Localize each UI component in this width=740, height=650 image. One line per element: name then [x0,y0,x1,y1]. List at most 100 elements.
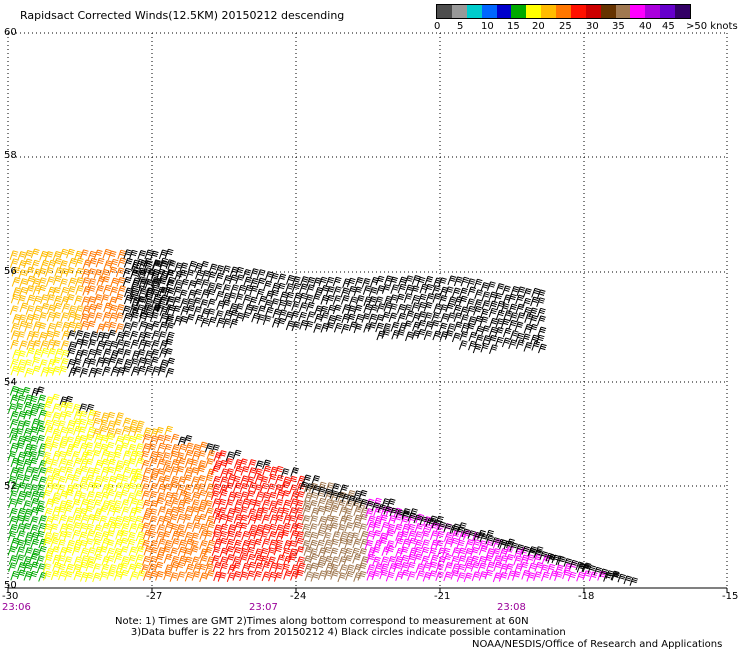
wind-barb [150,356,159,367]
wind-barb [96,323,106,334]
wind-barb [235,303,244,313]
wind-barb [203,500,213,510]
wind-barb [156,531,165,542]
wind-barb [72,313,82,324]
wind-barb [502,327,512,338]
wind-barb [339,484,349,495]
scale-label: 30 [586,21,599,32]
wind-barb [407,553,416,564]
wind-barb [175,452,185,462]
wind-barb [262,465,272,476]
wind-barb [443,523,452,532]
wind-barb [391,329,401,340]
wind-barb [269,272,279,283]
wind-barb [215,290,225,301]
wind-barb [60,340,70,350]
wind-barb [79,458,89,469]
wind-barb [129,498,138,508]
wind-barb [142,529,152,540]
wind-barb [295,537,304,548]
wind-barb [73,250,83,261]
wind-barb [51,366,61,376]
wind-barb [383,505,392,515]
wind-barb [302,505,312,516]
wind-barb [366,553,376,564]
wind-barb [170,498,180,508]
wind-barb [156,515,166,526]
wind-barb [105,441,115,452]
wind-barb [282,476,291,487]
wind-barb [353,497,362,506]
wind-barb [30,474,40,485]
wind-barb [107,321,117,332]
wind-barb [82,357,91,368]
wind-barb [399,531,409,541]
wind-barb [129,468,138,479]
wind-barb [428,547,438,558]
wind-barb [81,277,91,287]
wind-barb [85,403,95,414]
wind-barb [185,538,194,549]
wind-barb [533,554,542,564]
wind-barb [101,522,110,533]
wind-barb [485,529,495,540]
wind-barb [57,506,67,517]
wind-barb [249,305,259,315]
wind-barb [324,514,334,525]
wind-barb [28,451,38,461]
wind-barb [124,287,133,298]
wind-barb [521,545,530,555]
wind-barb [178,315,188,326]
wind-barb [122,305,131,316]
wind-barb [64,523,74,534]
wind-barb [73,295,83,306]
wind-barb [398,276,407,287]
wind-barb [38,572,48,582]
wind-barb [59,358,69,368]
wind-barb [144,322,153,333]
wind-barb [134,554,144,565]
wind-barb [99,443,109,454]
wind-barb [222,275,232,285]
wind-barb [291,321,301,332]
wind-barb [148,473,158,484]
wind-barb [222,318,232,329]
wind-barb [269,514,279,524]
wind-barb [165,331,175,342]
wind-barb [43,419,53,430]
wind-barb [98,505,108,516]
wind-barb [16,569,26,580]
wind-barb [80,555,90,565]
wind-barb [244,284,253,295]
wind-barb [105,433,115,444]
wind-barb [365,500,374,510]
wind-barb [73,467,83,478]
wind-barb [456,563,466,574]
wind-barb [206,521,216,532]
wind-barb [113,553,123,564]
wind-barb [204,507,214,518]
wind-barb [255,491,265,501]
time-label: 23:08 [497,602,526,613]
wind-barb [71,546,81,556]
wind-barb [504,563,514,574]
wind-barb [38,538,48,549]
wind-barb [157,483,167,494]
wind-barb [500,303,510,313]
wind-barb [274,563,284,573]
wind-barb [254,562,264,573]
wind-barb [338,506,348,516]
wind-barb [67,311,77,322]
wind-barb [263,280,272,291]
wind-barb [381,546,391,556]
wind-barb [433,277,442,288]
wind-barb [71,529,81,540]
wind-barb [58,458,68,468]
wind-barb [106,547,115,558]
wind-barb [384,275,393,286]
wind-barb [495,318,505,328]
wind-barb [557,556,566,565]
wind-barb [60,286,70,297]
wind-barb [73,410,83,420]
wind-barb [538,343,547,354]
